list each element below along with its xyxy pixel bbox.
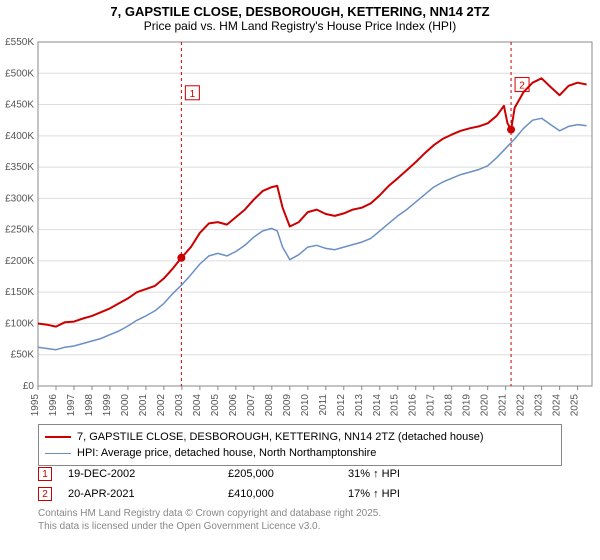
- svg-text:£450K: £450K: [5, 100, 34, 111]
- svg-text:£400K: £400K: [5, 131, 34, 142]
- marker-date: 20-APR-2021: [68, 488, 228, 500]
- legend-swatch: [45, 436, 71, 438]
- svg-text:2005: 2005: [210, 394, 221, 417]
- svg-text:2016: 2016: [408, 394, 419, 417]
- marker-row: 2 20-APR-2021£410,00017% ↑ HPI: [38, 484, 562, 504]
- svg-text:£50K: £50K: [11, 350, 35, 361]
- svg-text:2014: 2014: [372, 394, 383, 417]
- svg-text:2019: 2019: [462, 394, 473, 417]
- marker-price: £410,000: [228, 488, 348, 500]
- svg-text:1999: 1999: [102, 394, 113, 417]
- svg-text:£350K: £350K: [5, 162, 34, 173]
- chart-container: { "title": "7, GAPSTILE CLOSE, DESBOROUG…: [0, 0, 600, 560]
- svg-text:1997: 1997: [66, 394, 77, 417]
- marker-price: £205,000: [228, 468, 348, 480]
- legend-swatch: [45, 453, 71, 454]
- marker-date: 19-DEC-2002: [68, 468, 228, 480]
- legend-label: 7, GAPSTILE CLOSE, DESBOROUGH, KETTERING…: [77, 431, 484, 443]
- svg-text:2011: 2011: [318, 394, 329, 416]
- svg-text:£550K: £550K: [5, 38, 34, 48]
- svg-text:2010: 2010: [300, 394, 311, 417]
- svg-text:1998: 1998: [84, 394, 95, 417]
- svg-text:2021: 2021: [498, 394, 509, 417]
- svg-text:2009: 2009: [282, 394, 293, 417]
- marker-delta: 31% ↑ HPI: [348, 468, 468, 480]
- footer-line-1: Contains HM Land Registry data © Crown c…: [38, 508, 381, 521]
- footer-line-2: This data is licensed under the Open Gov…: [38, 521, 381, 534]
- svg-text:£300K: £300K: [5, 193, 34, 204]
- svg-text:2007: 2007: [246, 394, 257, 417]
- svg-text:2006: 2006: [228, 394, 239, 417]
- svg-text:1996: 1996: [48, 394, 59, 417]
- svg-text:2017: 2017: [426, 394, 437, 417]
- svg-text:£250K: £250K: [5, 225, 34, 236]
- legend-label: HPI: Average price, detached house, Nort…: [77, 447, 376, 459]
- svg-text:1995: 1995: [30, 394, 41, 417]
- svg-text:2024: 2024: [552, 394, 563, 417]
- svg-text:2008: 2008: [264, 394, 275, 417]
- svg-text:£100K: £100K: [5, 318, 34, 329]
- marker-delta: 17% ↑ HPI: [348, 488, 468, 500]
- svg-text:2022: 2022: [516, 394, 527, 417]
- svg-text:1: 1: [190, 89, 196, 100]
- footer-attribution: Contains HM Land Registry data © Crown c…: [38, 508, 381, 533]
- svg-text:£500K: £500K: [5, 68, 34, 79]
- chart-subtitle: Price paid vs. HM Land Registry's House …: [0, 19, 600, 35]
- svg-text:2002: 2002: [156, 394, 167, 417]
- legend-item: HPI: Average price, detached house, Nort…: [45, 445, 555, 461]
- svg-text:2013: 2013: [354, 394, 365, 417]
- chart-title: 7, GAPSTILE CLOSE, DESBOROUGH, KETTERING…: [0, 0, 600, 19]
- svg-text:2025: 2025: [570, 394, 581, 417]
- svg-text:2000: 2000: [120, 394, 131, 417]
- svg-text:£0: £0: [23, 381, 35, 392]
- svg-text:£150K: £150K: [5, 287, 34, 298]
- svg-text:2020: 2020: [480, 394, 491, 417]
- marker-badge: 1: [38, 467, 52, 481]
- legend: 7, GAPSTILE CLOSE, DESBOROUGH, KETTERING…: [38, 424, 562, 466]
- svg-text:2015: 2015: [390, 394, 401, 417]
- line-chart: £0 £50K £100K £150K £200K £250K £300K £350K £400…: [0, 38, 600, 418]
- marker-row: 1 19-DEC-2002£205,00031% ↑ HPI: [38, 464, 562, 484]
- marker-table: 1 19-DEC-2002£205,00031% ↑ HPI 2 20-APR-202…: [38, 464, 562, 504]
- svg-text:£200K: £200K: [5, 256, 34, 267]
- legend-item: 7, GAPSTILE CLOSE, DESBOROUGH, KETTERING…: [45, 429, 555, 445]
- svg-text:2012: 2012: [336, 394, 347, 417]
- svg-text:2023: 2023: [534, 394, 545, 417]
- svg-text:2018: 2018: [444, 394, 455, 417]
- svg-text:2003: 2003: [174, 394, 185, 417]
- marker-badge: 2: [38, 487, 52, 501]
- svg-text:2001: 2001: [138, 394, 149, 417]
- svg-text:2004: 2004: [192, 394, 203, 417]
